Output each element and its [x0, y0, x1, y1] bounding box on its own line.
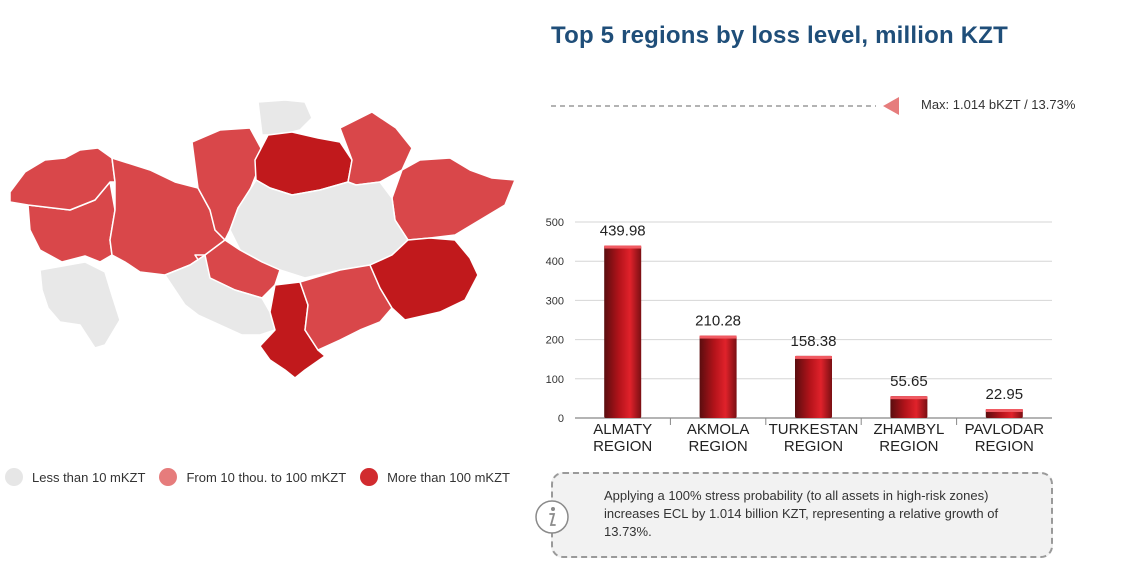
- x-tick-label: TURKESTAN: [769, 421, 859, 438]
- y-tick-label: 500: [546, 217, 564, 229]
- region-north-kazakhstan: [257, 99, 313, 136]
- bar-chart: 0 100 200 300 400 500 439.98 210.28 158.38 55.65…: [546, 217, 1052, 455]
- x-axis-ticks: ALMATYREGIONAKMOLAREGIONTURKESTANREGIONZ…: [593, 418, 1044, 455]
- x-tick-label: REGION: [879, 438, 938, 455]
- bar: [699, 335, 737, 418]
- info-box: [551, 472, 1053, 558]
- x-tick-label: REGION: [975, 438, 1034, 455]
- gridlines: [575, 221, 1052, 419]
- region-mangystau: [39, 261, 121, 349]
- x-tick-label: ALMATY: [593, 421, 652, 438]
- legend-item-low: Less than 10 mKZT: [5, 468, 145, 486]
- bar-value-label: 210.28: [695, 313, 741, 330]
- legend-item-mid: From 10 thou. to 100 mKZT: [159, 468, 346, 486]
- bar-value-label: 439.98: [600, 223, 646, 240]
- y-tick-label: 300: [546, 295, 564, 307]
- legend-label-low: Less than 10 mKZT: [32, 469, 146, 485]
- legend-dot-low: [5, 468, 23, 486]
- x-tick-label: PAVLODAR: [965, 421, 1045, 438]
- y-tick-label: 200: [546, 335, 564, 347]
- bar-highlight: [604, 245, 642, 249]
- legend-item-high: More than 100 mKZT: [360, 468, 510, 486]
- y-tick-label: 400: [546, 256, 564, 268]
- bar-value-label: 55.65: [890, 373, 928, 390]
- legend: Less than 10 mKZT From 10 thou. to 100 m…: [5, 468, 524, 486]
- region-zhambyl: [299, 264, 393, 351]
- bar-highlight: [890, 396, 928, 400]
- bar-highlight: [795, 355, 832, 359]
- x-tick-label: ZHAMBYL: [873, 421, 944, 438]
- y-tick-label: 100: [546, 374, 564, 386]
- bar-value-label: 22.95: [986, 386, 1024, 403]
- max-arrow-icon: [883, 97, 899, 115]
- region-almaty: [369, 237, 479, 321]
- bar: [795, 355, 832, 418]
- region-map: [9, 99, 516, 379]
- info-text: Applying a 100% stress probability (to a…: [604, 488, 999, 539]
- bar-value-label: 158.38: [791, 333, 837, 350]
- max-label: Max: 1.014 bKZT / 13.73%: [921, 97, 1076, 112]
- info-icon: [535, 500, 569, 534]
- y-tick-label: 0: [558, 413, 564, 425]
- x-tick-label: REGION: [784, 438, 843, 455]
- legend-dot-mid: [159, 468, 178, 486]
- bar: [890, 396, 928, 418]
- value-labels: 439.98 210.28 158.38 55.65 22.95: [600, 223, 1023, 403]
- bar: [604, 245, 642, 418]
- legend-label-high: More than 100 mKZT: [387, 469, 510, 485]
- bars: [604, 245, 1023, 418]
- y-axis-ticks: 0 100 200 300 400 500: [546, 217, 564, 425]
- max-indicator: [551, 97, 899, 115]
- legend-label-mid: From 10 thou. to 100 mKZT: [186, 469, 347, 485]
- bar-highlight: [985, 409, 1023, 413]
- region-pavlodar: [339, 111, 413, 186]
- legend-dot-high: [360, 468, 379, 486]
- x-tick-label: AKMOLA: [687, 421, 750, 438]
- region-east-kazakhstan: [391, 157, 516, 241]
- x-tick-label: REGION: [593, 438, 652, 455]
- bar-highlight: [699, 335, 737, 339]
- x-tick-label: REGION: [689, 438, 748, 455]
- chart-title: Top 5 regions by loss level, million KZT: [551, 22, 1008, 49]
